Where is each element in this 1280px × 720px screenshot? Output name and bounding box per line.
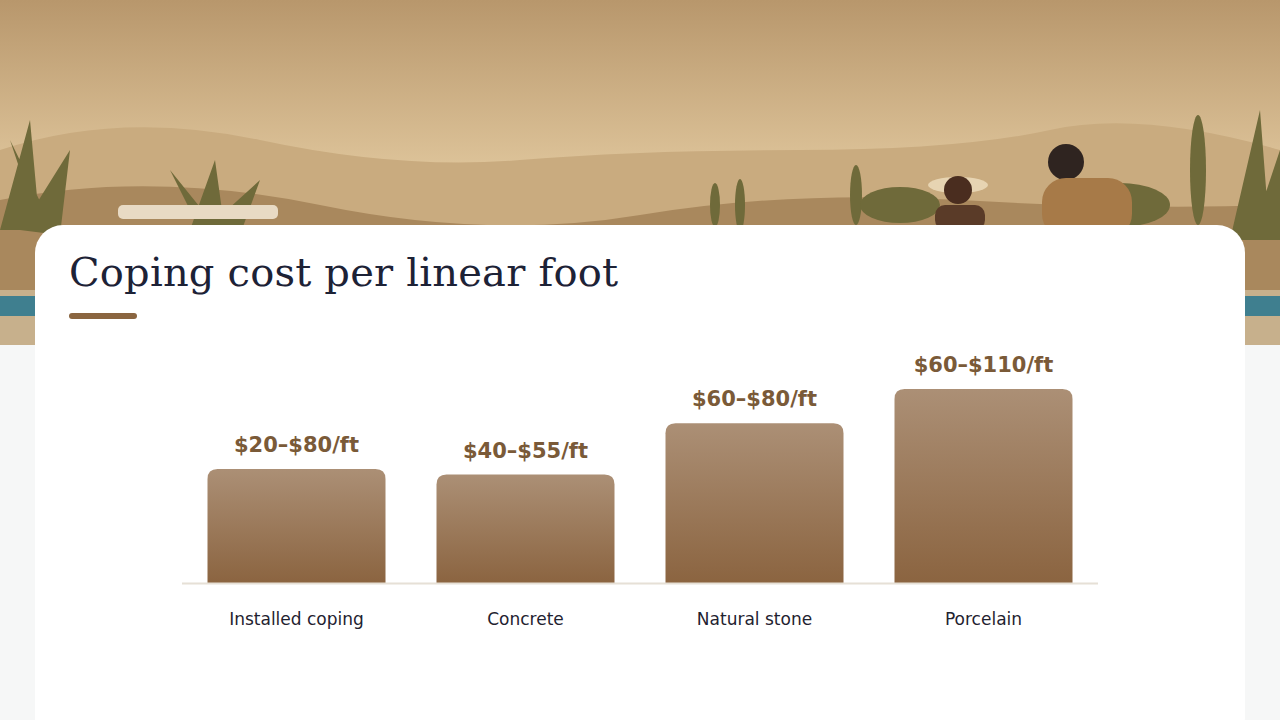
data-label: $20–$80/ft	[234, 433, 359, 457]
data-label: $60–$110/ft	[914, 353, 1054, 377]
x-axis-line	[182, 583, 1098, 585]
bars	[208, 389, 1073, 583]
bar	[208, 469, 386, 583]
chart: $20–$80/ft $40–$55/ft $60–$80/ft $60–$110/f…	[0, 0, 1280, 720]
plants	[0, 110, 1280, 240]
bar	[666, 423, 844, 583]
category-label: Porcelain	[945, 609, 1022, 629]
title-underline	[69, 313, 137, 319]
data-label: $40–$55/ft	[463, 439, 588, 463]
people	[928, 144, 1132, 238]
stage: Coping cost per linear foot $20–$80/ft $4…	[0, 0, 1280, 720]
chart-title: Coping cost per linear foot	[69, 249, 618, 295]
data-label: $60–$80/ft	[692, 387, 817, 411]
lounger	[118, 205, 278, 219]
category-label: Installed coping	[229, 609, 364, 629]
pool-right	[1240, 296, 1280, 316]
category-label: Concrete	[487, 609, 564, 629]
bar	[895, 389, 1073, 583]
category-label: Natural stone	[697, 609, 812, 629]
bar	[437, 475, 615, 583]
